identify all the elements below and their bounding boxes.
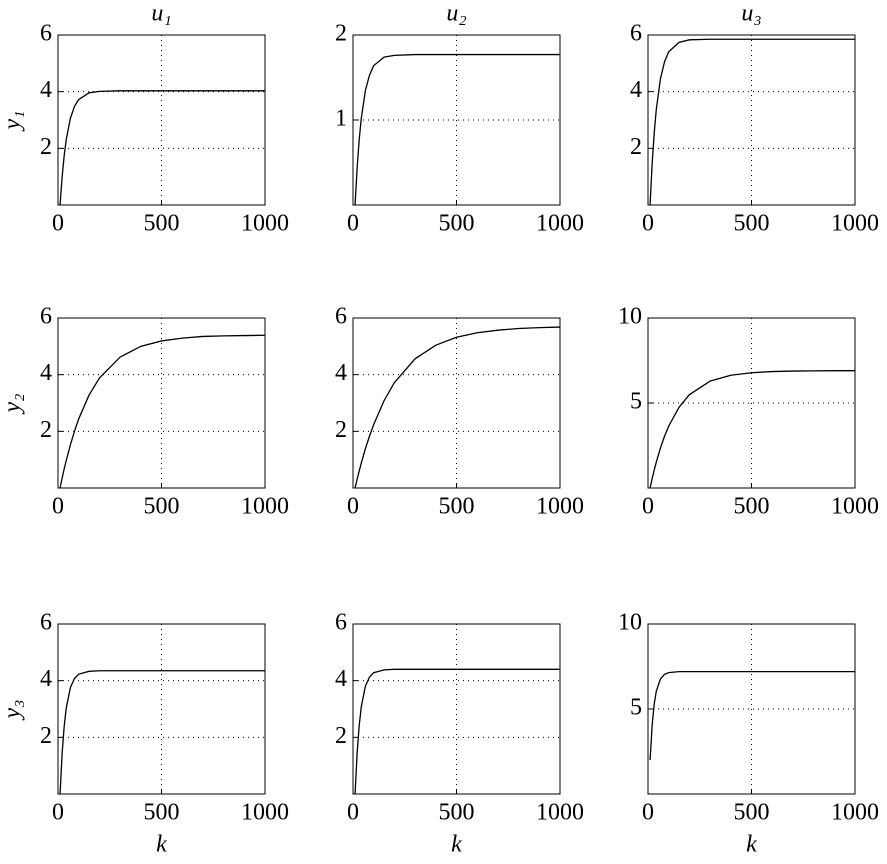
x-tick-label: 0 (52, 494, 64, 520)
y-tick-label: 2 (630, 134, 642, 160)
data-line (649, 370, 855, 489)
data-line (354, 326, 561, 489)
y-tick-label: 6 (40, 21, 52, 47)
y-tick-label: 10 (618, 610, 642, 636)
x-tick-label: 1000 (536, 800, 584, 826)
y-tick-label: 6 (40, 304, 52, 330)
data-line (59, 670, 265, 795)
x-tick-label: 1000 (241, 211, 289, 237)
column-title: u₃ (741, 1, 761, 27)
y-axis-label: y₂ (0, 394, 26, 415)
y-tick-label: 4 (335, 360, 347, 386)
x-tick-label: 1000 (241, 800, 289, 826)
y-tick-label: 5 (630, 695, 642, 721)
data-line (649, 38, 855, 206)
x-tick-label: 0 (642, 211, 654, 237)
data-line (59, 334, 266, 489)
data-line (354, 668, 560, 795)
y-tick-label: 2 (40, 134, 52, 160)
column-title: u₂ (446, 1, 466, 27)
x-tick-label: 500 (734, 494, 770, 520)
data-line (59, 90, 265, 206)
x-tick-label: 500 (144, 800, 180, 826)
y-tick-label: 6 (335, 610, 347, 636)
x-tick-label: 0 (52, 800, 64, 826)
y-tick-label: 10 (618, 304, 642, 330)
y-tick-label: 4 (40, 77, 52, 103)
x-tick-label: 500 (439, 494, 475, 520)
x-tick-label: 1000 (831, 211, 879, 237)
data-line (354, 53, 560, 206)
x-axis-label: k (746, 832, 757, 858)
x-tick-label: 500 (144, 494, 180, 520)
column-title: u₁ (151, 1, 171, 27)
y-tick-label: 4 (40, 360, 52, 386)
x-tick-label: 500 (439, 800, 475, 826)
x-tick-label: 1000 (831, 800, 879, 826)
y-axis-label: y₃ (0, 700, 26, 721)
x-tick-label: 0 (52, 211, 64, 237)
x-axis-label: k (451, 832, 462, 858)
x-tick-label: 500 (144, 211, 180, 237)
x-tick-label: 0 (347, 494, 359, 520)
y-tick-label: 2 (335, 21, 347, 47)
y-tick-label: 6 (40, 610, 52, 636)
data-line (649, 670, 855, 761)
x-tick-label: 1000 (536, 494, 584, 520)
x-tick-label: 0 (347, 211, 359, 237)
x-tick-label: 1000 (241, 494, 289, 520)
y-tick-label: 6 (335, 304, 347, 330)
y-tick-label: 4 (40, 666, 52, 692)
y-tick-label: 2 (335, 417, 347, 443)
x-tick-label: 500 (734, 800, 770, 826)
x-tick-label: 500 (439, 211, 475, 237)
y-tick-label: 1 (335, 106, 347, 132)
x-tick-label: 0 (347, 800, 359, 826)
x-axis-label: k (156, 832, 167, 858)
y-tick-label: 5 (630, 389, 642, 415)
y-tick-label: 2 (335, 723, 347, 749)
y-tick-label: 2 (40, 723, 52, 749)
x-tick-label: 1000 (831, 494, 879, 520)
y-axis-label: y₁ (0, 111, 26, 132)
y-tick-label: 4 (335, 666, 347, 692)
y-tick-label: 4 (630, 77, 642, 103)
x-tick-label: 0 (642, 800, 654, 826)
y-tick-label: 2 (40, 417, 52, 443)
x-tick-label: 500 (734, 211, 770, 237)
y-tick-label: 6 (630, 21, 642, 47)
x-tick-label: 0 (642, 494, 654, 520)
x-tick-label: 1000 (536, 211, 584, 237)
